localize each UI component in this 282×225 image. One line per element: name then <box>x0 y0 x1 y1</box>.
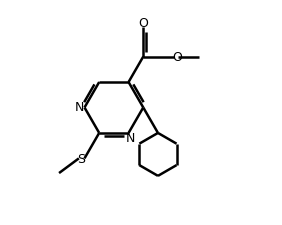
Text: O: O <box>138 17 148 30</box>
Text: N: N <box>75 100 84 113</box>
Text: O: O <box>172 51 182 64</box>
Text: N: N <box>126 132 135 145</box>
Text: S: S <box>77 152 85 165</box>
